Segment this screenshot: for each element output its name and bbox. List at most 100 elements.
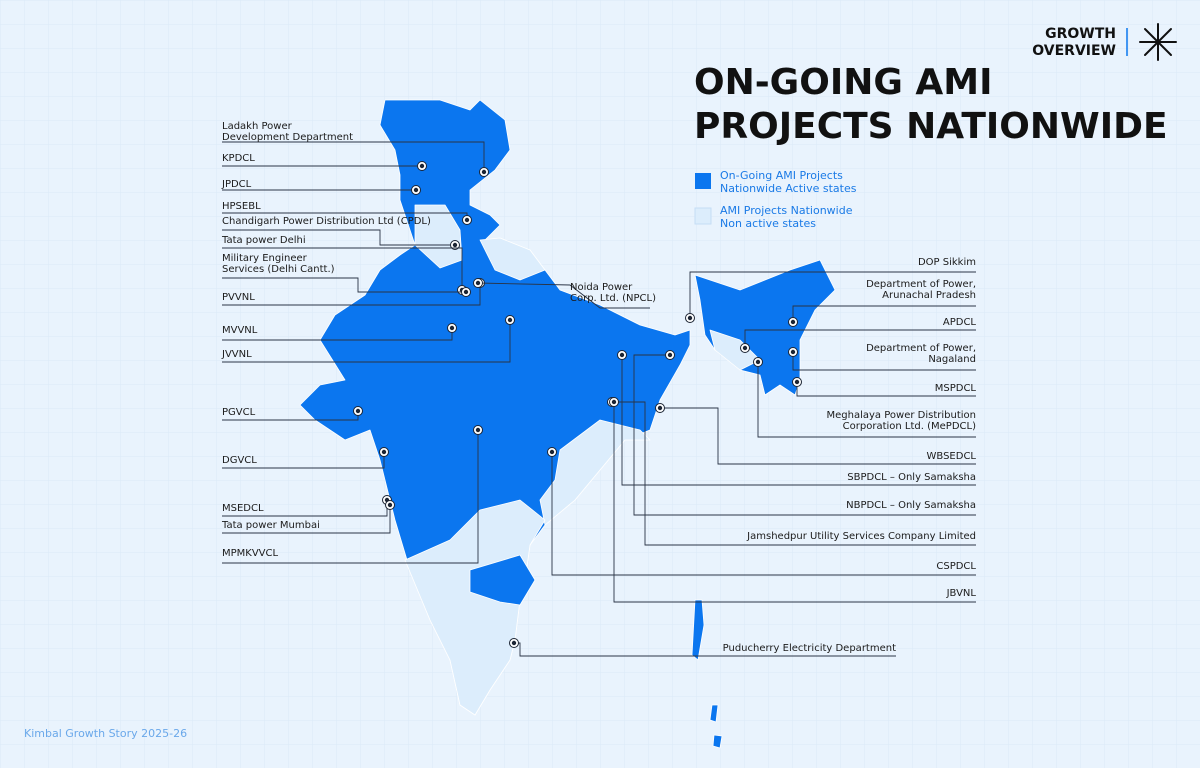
project-label: Nagaland bbox=[928, 354, 976, 365]
location-dot-core bbox=[657, 405, 663, 411]
project-label: Tata power Mumbai bbox=[221, 520, 320, 531]
project-label: WBSEDCL bbox=[927, 451, 977, 462]
project-label: Department of Power, bbox=[866, 279, 976, 290]
project-label: MSEDCL bbox=[222, 503, 264, 514]
leader-line bbox=[222, 141, 485, 172]
location-dot-core bbox=[419, 163, 425, 169]
island bbox=[712, 734, 723, 749]
project-label: Tata power Delhi bbox=[221, 235, 306, 246]
project-label: Services (Delhi Cantt.) bbox=[222, 264, 335, 275]
leader-line bbox=[633, 354, 976, 516]
project-label: JVVNL bbox=[221, 349, 252, 360]
location-dot-core bbox=[507, 317, 513, 323]
leader-line bbox=[689, 271, 976, 318]
project-label: KPDCL bbox=[222, 153, 255, 164]
location-dot-core bbox=[464, 217, 470, 223]
brand: GROWTH bbox=[1045, 26, 1116, 42]
leader-line bbox=[477, 282, 650, 309]
legend-swatch bbox=[695, 173, 711, 189]
location-dot-core bbox=[387, 502, 393, 508]
project-label: Corporation Ltd. (MePDCL) bbox=[843, 421, 976, 432]
location-dot-core bbox=[449, 325, 455, 331]
location-dot-core bbox=[687, 315, 693, 321]
legend-label: Nationwide Active states bbox=[720, 182, 857, 195]
project-label: JPDCL bbox=[221, 179, 252, 190]
title: ON-GOING AMI bbox=[694, 62, 993, 103]
project-label: Department of Power, bbox=[866, 343, 976, 354]
legend-label: AMI Projects Nationwide bbox=[720, 204, 853, 217]
location-dot-core bbox=[481, 169, 487, 175]
project-label: MSPDCL bbox=[935, 383, 977, 394]
inactive-region bbox=[539, 419, 651, 526]
project-label: MPMKVVCL bbox=[222, 548, 279, 559]
location-dot-core bbox=[611, 399, 617, 405]
location-dot-core bbox=[381, 449, 387, 455]
brand: OVERVIEW bbox=[1032, 43, 1116, 59]
project-label: Noida Power bbox=[570, 282, 633, 293]
leader-line bbox=[222, 430, 479, 564]
leader-line bbox=[621, 355, 976, 486]
leader-line bbox=[222, 283, 481, 306]
project-label: PVVNL bbox=[222, 292, 255, 303]
location-dot-core bbox=[475, 427, 481, 433]
project-label: NBPDCL – Only Samaksha bbox=[846, 500, 976, 511]
island bbox=[709, 704, 719, 723]
project-label: Puducherry Electricity Department bbox=[723, 643, 896, 654]
leader-line bbox=[757, 362, 976, 438]
location-dot-core bbox=[667, 352, 673, 358]
legend-label: On-Going AMI Projects bbox=[720, 169, 843, 182]
brand-logo bbox=[1139, 23, 1177, 61]
location-dot-core bbox=[790, 349, 796, 355]
location-dot-core bbox=[511, 640, 517, 646]
project-label: Military Engineer bbox=[222, 253, 308, 264]
leader-line bbox=[222, 452, 385, 469]
active-region bbox=[694, 259, 836, 396]
project-label: Development Department bbox=[222, 132, 353, 143]
location-dot-core bbox=[790, 319, 796, 325]
active-region bbox=[469, 554, 536, 606]
location-dot-core bbox=[475, 280, 481, 286]
leader-line bbox=[744, 329, 976, 348]
project-label: MVVNL bbox=[222, 325, 258, 336]
project-label: Corp. Ltd. (NPCL) bbox=[570, 293, 656, 304]
project-label: Ladakh Power bbox=[222, 121, 293, 132]
project-label: DGVCL bbox=[222, 455, 257, 466]
project-label: HPSEBL bbox=[222, 201, 261, 212]
map bbox=[299, 99, 836, 749]
leader-line bbox=[222, 320, 511, 363]
leader-line bbox=[222, 247, 463, 290]
leader-line bbox=[612, 401, 976, 546]
leader-line bbox=[222, 505, 391, 534]
legend-swatch bbox=[694, 207, 712, 225]
leader-line bbox=[792, 305, 976, 322]
project-label: SBPDCL – Only Samaksha bbox=[847, 472, 976, 483]
location-dot-core bbox=[794, 379, 800, 385]
location-dot-core bbox=[549, 449, 555, 455]
inactive-region bbox=[479, 237, 546, 281]
project-label: APDCL bbox=[943, 317, 977, 328]
location-dot-core bbox=[355, 408, 361, 414]
leader-line bbox=[222, 277, 466, 293]
leader-line bbox=[222, 229, 455, 246]
legend-label: Non active states bbox=[720, 217, 816, 230]
project-label: Jamshedpur Utility Services Company Limi… bbox=[746, 531, 976, 542]
location-dot-core bbox=[452, 242, 458, 248]
leader-line bbox=[792, 352, 976, 371]
leader-line bbox=[613, 402, 976, 603]
leader-line bbox=[551, 452, 976, 576]
project-label: DOP Sikkim bbox=[918, 257, 976, 268]
project-label: PGVCL bbox=[222, 407, 256, 418]
project-label: Chandigarh Power Distribution Ltd (CPDL) bbox=[222, 216, 431, 227]
inactive-region bbox=[404, 499, 546, 716]
location-dot-core bbox=[619, 352, 625, 358]
location-dot-core bbox=[413, 187, 419, 193]
island bbox=[691, 599, 705, 661]
project-label: CSPDCL bbox=[936, 561, 976, 572]
location-dot-core bbox=[463, 289, 469, 295]
location-dot-core bbox=[742, 345, 748, 351]
inactive-region bbox=[709, 329, 761, 371]
title: PROJECTS NATIONWIDE bbox=[694, 106, 1168, 147]
leader-line bbox=[660, 407, 976, 465]
project-label: Meghalaya Power Distribution bbox=[827, 410, 976, 421]
